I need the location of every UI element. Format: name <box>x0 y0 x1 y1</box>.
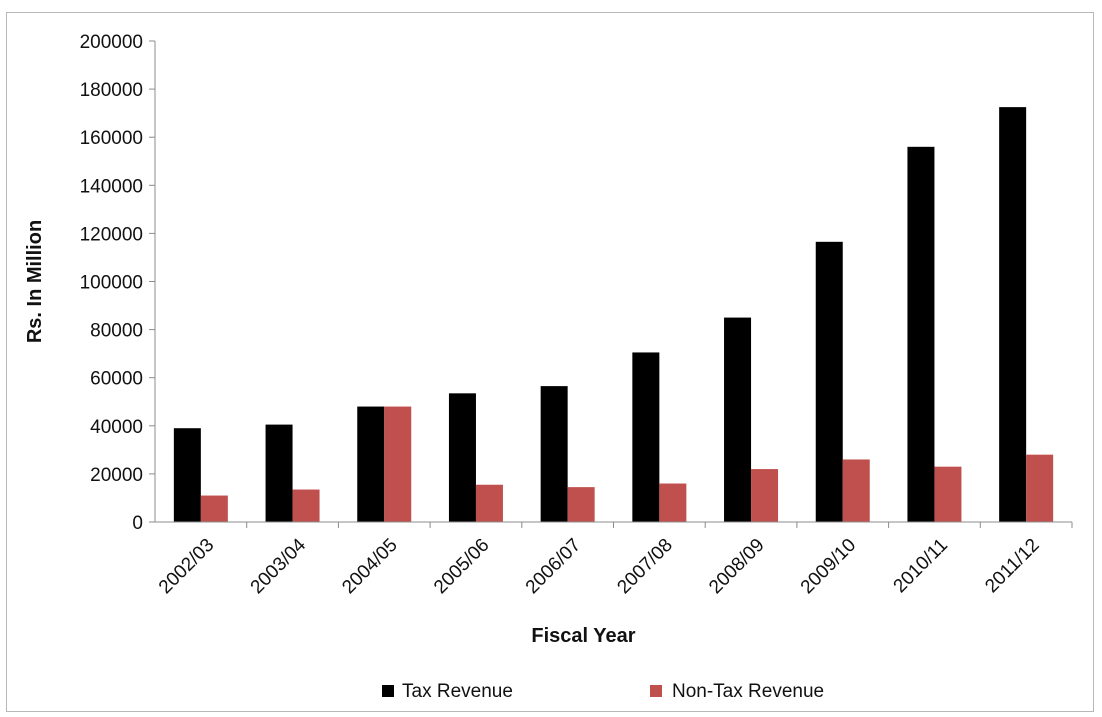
y-tick-label: 160000 <box>80 128 143 149</box>
bar-tax-revenue <box>173 428 201 522</box>
bars <box>173 107 1054 522</box>
y-tick-label: 120000 <box>80 224 143 245</box>
x-tick-label: 2010/11 <box>890 535 952 597</box>
y-tick-label: 60000 <box>90 369 143 390</box>
x-tick-label: 2011/12 <box>981 535 1043 597</box>
legend-label: Tax Revenue <box>402 681 513 702</box>
legend: Tax Revenue Non-Tax Revenue <box>382 681 824 702</box>
y-tick-label: 200000 <box>80 32 143 53</box>
x-tick-label: 2009/10 <box>797 535 860 598</box>
x-tick-label: 2003/04 <box>247 534 311 598</box>
legend-swatch <box>382 685 394 697</box>
bar-non-tax-revenue <box>934 466 962 522</box>
bar-non-tax-revenue <box>659 483 687 522</box>
bar-tax-revenue <box>907 146 935 522</box>
bar-tax-revenue <box>357 406 385 522</box>
y-tick-label: 0 <box>132 513 143 534</box>
bar-tax-revenue <box>724 317 752 522</box>
x-tick-label: 2005/06 <box>430 535 493 598</box>
y-tick-label: 180000 <box>80 80 143 101</box>
y-tick-label: 20000 <box>90 465 143 486</box>
legend-swatch <box>650 685 662 697</box>
bar-non-tax-revenue <box>292 489 320 522</box>
legend-label: Non-Tax Revenue <box>672 681 824 702</box>
bar-non-tax-revenue <box>567 487 595 522</box>
y-tick-label: 100000 <box>80 273 143 294</box>
x-tick-label: 2006/07 <box>522 535 585 598</box>
y-axis-ticks: 0 20000 40000 60000 80000 100000 120000 140000 1… <box>80 32 155 534</box>
y-tick-label: 140000 <box>80 176 143 197</box>
bar-non-tax-revenue <box>475 484 503 522</box>
y-tick-label: 80000 <box>90 321 143 342</box>
bar-non-tax-revenue <box>200 495 228 522</box>
x-axis-title: Fiscal Year <box>531 625 635 647</box>
x-tick-label: 2004/05 <box>338 535 401 598</box>
y-tick-label: 40000 <box>90 417 143 438</box>
x-tick-label: 2007/08 <box>613 535 676 598</box>
x-axis-ticks: 2002/03 2003/04 2004/05 2005/06 2006/07 2007/… <box>155 522 1073 598</box>
bar-tax-revenue <box>815 241 843 522</box>
bar-tax-revenue <box>999 107 1027 522</box>
bar-tax-revenue <box>265 424 293 522</box>
bar-non-tax-revenue <box>751 469 779 522</box>
bar-non-tax-revenue <box>842 459 870 522</box>
bar-non-tax-revenue <box>1026 454 1054 522</box>
x-tick-label: 2002/03 <box>155 535 218 598</box>
bar-tax-revenue <box>540 386 568 522</box>
x-tick-label: 2008/09 <box>705 535 768 598</box>
bar-tax-revenue <box>632 352 660 522</box>
bar-tax-revenue <box>448 393 476 522</box>
y-axis-title: Rs. In Million <box>24 220 46 343</box>
bar-non-tax-revenue <box>384 406 412 522</box>
